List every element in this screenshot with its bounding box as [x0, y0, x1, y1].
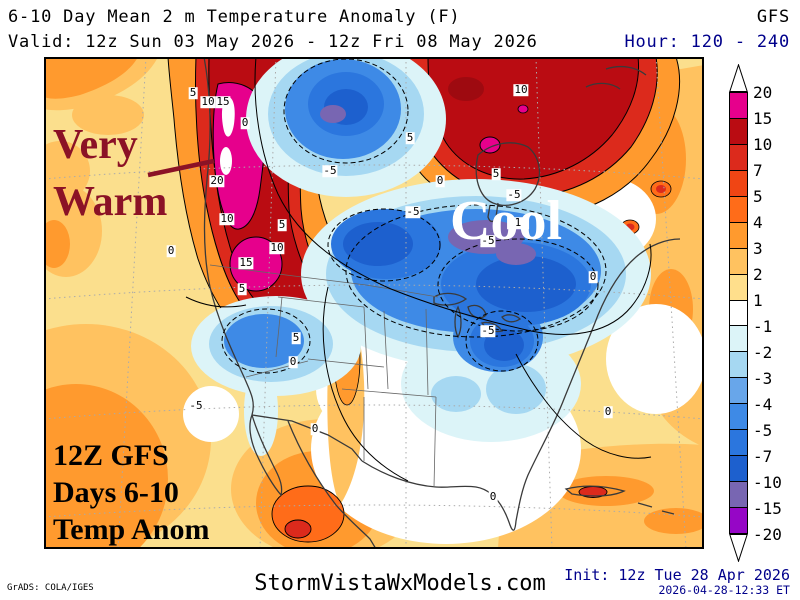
colorbar-cell: [730, 196, 747, 223]
contour-label: 5: [405, 131, 415, 145]
contour-label: 0: [166, 244, 176, 258]
corner-label-line2: Days 6-10: [53, 476, 179, 509]
contour-label: 15: [238, 256, 254, 270]
contour-label: 5: [277, 218, 287, 232]
contour-label: 0: [310, 422, 320, 436]
contour-label: 5: [491, 167, 501, 181]
very-warm-line1: Very: [53, 122, 138, 168]
colorbar-tick-label: 15: [753, 109, 773, 128]
contour-label: 5: [188, 86, 198, 100]
contour-label: 0: [603, 405, 613, 419]
colorbar-tick-label: 2: [753, 265, 763, 284]
colorbar-tick-label: 7: [753, 161, 763, 180]
forecast-hour-range: Hour: 120 - 240: [624, 32, 790, 52]
init-time: Init: 12z Tue 28 Apr 2026: [564, 566, 790, 584]
colorbar-cell: [730, 274, 747, 301]
colorbar-cell: [730, 300, 747, 327]
contour-label: -5: [480, 324, 496, 338]
corner-label-line1: 12Z GFS: [53, 439, 169, 472]
colorbar-cells: [729, 92, 748, 534]
colorbar-tick-label: 3: [753, 239, 763, 258]
colorbar-tick-label: -20: [753, 525, 782, 544]
cool-annotation: Cool: [450, 190, 562, 252]
contour-label: 0: [240, 116, 250, 130]
very-warm-annotation: Very Warm: [53, 117, 167, 231]
colorbar-cell: [730, 404, 747, 431]
contour-label: 15: [215, 95, 231, 109]
site-watermark: StormVistaWxModels.com: [254, 571, 546, 596]
colorbar-up-arrow-icon: [729, 64, 748, 92]
colorbar-tick-label: 5: [753, 187, 763, 206]
colorbar-tick-label: -3: [753, 369, 773, 388]
colorbar-tick-label: -1: [753, 317, 773, 336]
contour-label: 0: [435, 174, 445, 188]
contour-label: 5: [237, 282, 247, 296]
colorbar-cell: [730, 118, 747, 145]
colorbar-cell: [730, 508, 747, 533]
contour-label: 0: [288, 355, 298, 369]
colorbar-tick-label: 4: [753, 213, 763, 232]
contour-label: 10: [269, 241, 285, 255]
contour-label: 0: [588, 270, 598, 284]
page-title: 6-10 Day Mean 2 m Temperature Anomaly (F…: [8, 7, 461, 27]
contour-label: -5: [322, 164, 338, 178]
contour-label: -5: [405, 205, 421, 219]
corner-label-line3: Temp Anom: [53, 513, 210, 546]
colorbar-tick-label: 10: [753, 135, 773, 154]
contour-label: 10: [200, 95, 216, 109]
very-warm-pointer-line: [147, 158, 215, 178]
temperature-anomaly-graphic: [46, 59, 702, 547]
contour-label: 20: [209, 174, 225, 188]
contour-label: 5: [291, 331, 301, 345]
colorbar-tick-label: -4: [753, 395, 773, 414]
colorbar-down-arrow-icon: [729, 534, 748, 562]
colorbar-cell: [730, 378, 747, 405]
colorbar-tick-label: -5: [753, 421, 773, 440]
colorbar-cell: [730, 248, 747, 275]
colorbar-tick-label: -2: [753, 343, 773, 362]
generation-timestamp: 2026-04-28-12:33 ET: [658, 583, 790, 597]
colorbar-tick-label: -10: [753, 473, 782, 492]
contour-label: 0: [488, 490, 498, 504]
colorbar-tick-label: 1: [753, 291, 763, 310]
grads-credit: GrADS: COLA/IGES: [7, 583, 94, 593]
contour-label: -10: [507, 216, 529, 230]
colorbar-cell: [730, 144, 747, 171]
contour-label: -5: [480, 234, 496, 248]
colorbar-cell: [730, 456, 747, 483]
colorbar-tick-label: -15: [753, 499, 782, 518]
contour-label: 10: [219, 212, 235, 226]
colorbar-cell: [730, 430, 747, 457]
colorbar-cell: [730, 170, 747, 197]
colorbar-cell: [730, 93, 747, 119]
contour-label: -5: [506, 188, 522, 202]
colorbar-cell: [730, 352, 747, 379]
valid-range: Valid: 12z Sun 03 May 2026 - 12z Fri 08 …: [8, 32, 538, 52]
colorbar-tick-label: 20: [753, 83, 773, 102]
very-warm-line2: Warm: [53, 179, 168, 225]
colorbar-cell: [730, 222, 747, 249]
colorbar-cell: [730, 326, 747, 353]
contour-label: 10: [513, 83, 529, 97]
corner-label: 12Z GFS Days 6-10 Temp Anom: [53, 437, 209, 548]
weather-map: 5 10 15 20 10 15 5 10 0 5 0 -5 5 10 5 0 -5 -5 -10 -5 0 -5 0 0 5 0…: [44, 57, 704, 549]
model-name: GFS: [756, 7, 790, 27]
colorbar-tick-label: -7: [753, 447, 773, 466]
colorbar-cell: [730, 482, 747, 508]
contour-label: -5: [188, 399, 204, 413]
